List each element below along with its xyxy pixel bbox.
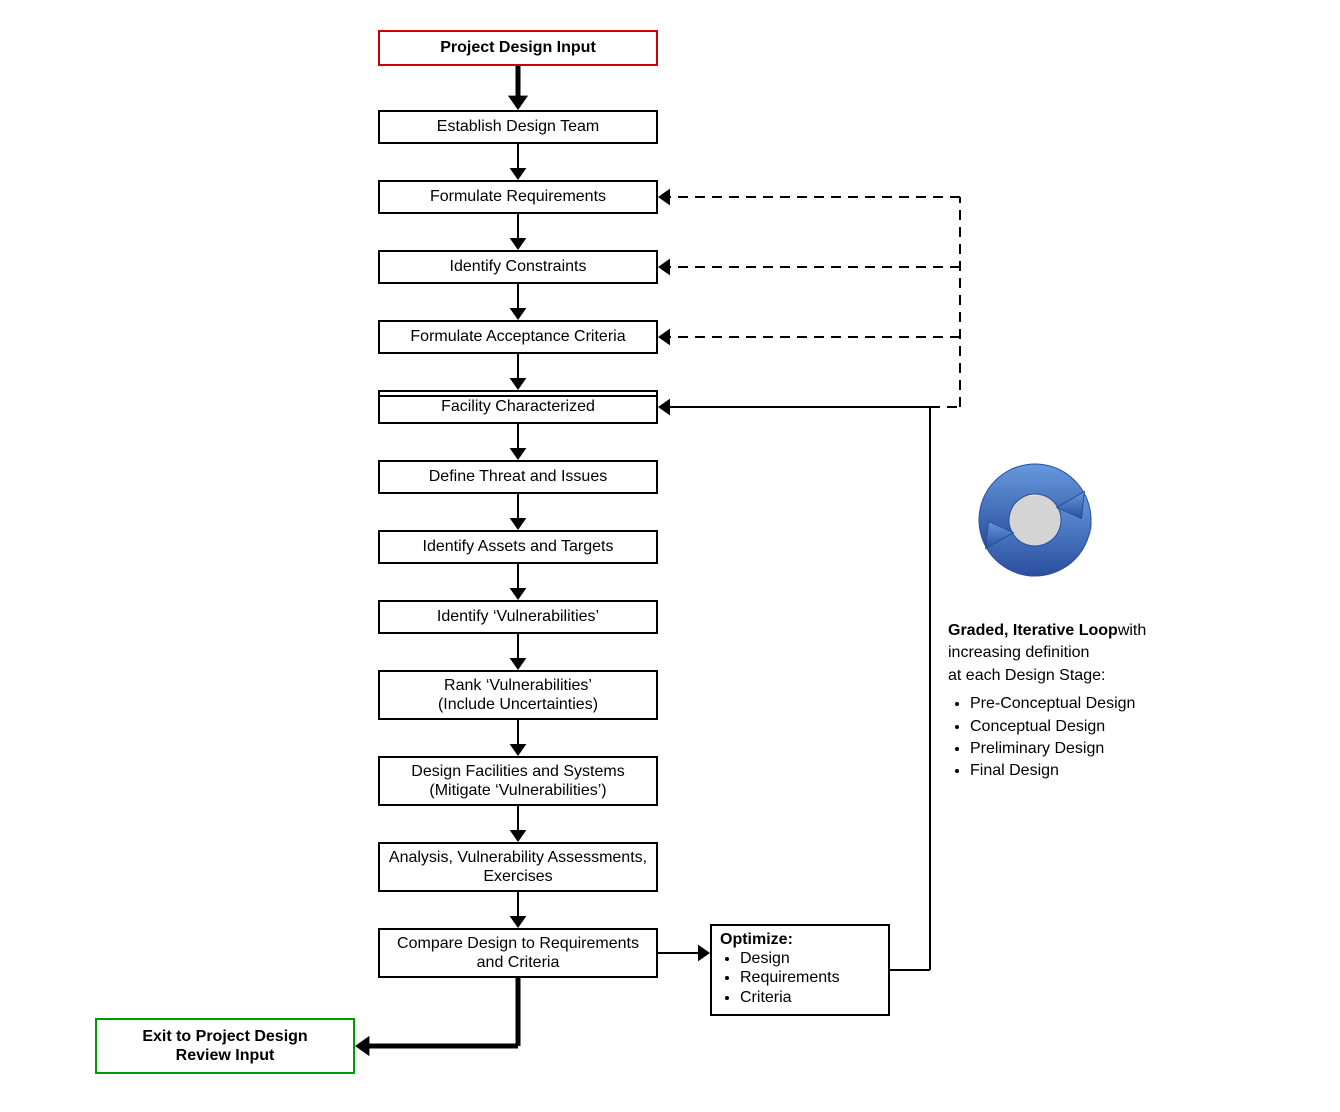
sidebar-item: Conceptual Design [970,716,1188,738]
flow-box-optimize: Optimize:DesignRequirementsCriteria [710,924,890,1016]
flow-box-start: Project Design Input [378,30,658,66]
flow-box-label: Identify ‘Vulnerabilities’ [437,607,599,626]
sidebar-item: Preliminary Design [970,738,1188,760]
flow-box-exit: Exit to Project Design Review Input [95,1018,355,1074]
optimize-item: Requirements [740,968,880,987]
flow-box-label: Project Design Input [440,38,596,57]
optimize-item: Criteria [740,988,880,1007]
flow-box-label: Establish Design Team [437,117,599,136]
iterative-loop-sidebar: Graded, Iterative Loopwith increasing de… [948,620,1188,783]
flow-box-analysis: Analysis, Vulnerability Assessments, Exe… [378,842,658,892]
flow-box-label: Formulate Requirements [430,187,606,206]
box-layer: Project Design Input Establish Design Tea… [0,0,1340,1112]
optimize-item: Design [740,949,880,968]
flow-box-label: Facility Characterized [441,397,595,416]
optimize-title: Optimize: [720,930,880,949]
flow-box-assets: Identify Assets and Targets [378,530,658,564]
flow-box-compare: Compare Design to Requirements and Crite… [378,928,658,978]
flow-box-label: Compare Design to Requirements and Crite… [397,934,639,972]
flow-box-label: Design Facilities and Systems (Mitigate … [411,762,624,800]
flow-box-label: Rank ‘Vulnerabilities’ (Include Uncertai… [438,676,598,714]
flow-box-label: Exit to Project Design Review Input [142,1027,307,1065]
flow-box-vulns: Identify ‘Vulnerabilities’ [378,600,658,634]
flowchart-canvas: Project Design Input Establish Design Tea… [0,0,1340,1112]
flow-box-label: Analysis, Vulnerability Assessments, Exe… [389,848,647,886]
flow-box-rank: Rank ‘Vulnerabilities’ (Include Uncertai… [378,670,658,720]
flow-box-constr: Identify Constraints [378,250,658,284]
sidebar-title: Graded, Iterative Loop [948,622,1118,639]
flow-box-reqs: Formulate Requirements [378,180,658,214]
flow-box-facility: Facility Characterized [378,390,658,424]
flow-box-label: Identify Constraints [450,257,587,276]
flow-box-threat: Define Threat and Issues [378,460,658,494]
flow-box-accept: Formulate Acceptance Criteria [378,320,658,354]
flow-box-team: Establish Design Team [378,110,658,144]
flow-box-label: Define Threat and Issues [429,467,607,486]
sidebar-item: Pre-Conceptual Design [970,693,1188,715]
flow-box-design: Design Facilities and Systems (Mitigate … [378,756,658,806]
flow-box-label: Identify Assets and Targets [423,537,614,556]
flow-box-label: Formulate Acceptance Criteria [410,327,625,346]
sidebar-item: Final Design [970,760,1188,782]
